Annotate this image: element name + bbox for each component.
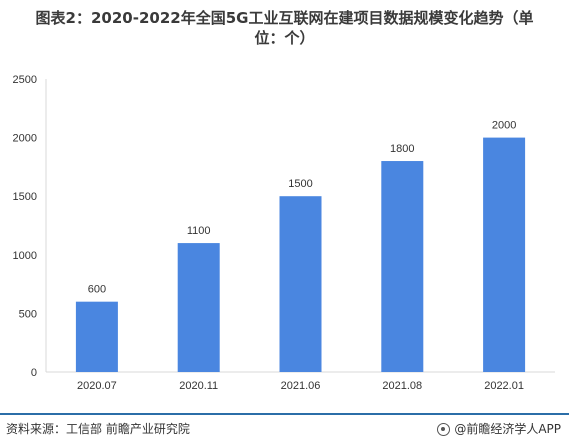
- app-credit-text: @前瞻经济学人APP: [454, 422, 561, 436]
- bar: [177, 243, 220, 372]
- source-note: 资料来源：工信部 前瞻产业研究院: [6, 422, 190, 436]
- bar-data-label: 1500: [288, 178, 312, 190]
- x-tick-label: 2020.07: [77, 380, 117, 392]
- y-tick-label: 1000: [13, 250, 37, 262]
- y-tick-label: 2000: [13, 133, 37, 145]
- x-tick-label: 2020.11: [179, 380, 218, 392]
- x-tick-label: 2021.08: [382, 380, 422, 392]
- y-tick-label: 500: [19, 308, 37, 320]
- bar: [279, 196, 322, 372]
- y-tick-label: 0: [31, 367, 37, 379]
- chart-title-line-1: 图表2：2020-2022年全国5G工业互联网在建项目数据规模变化趋势（单: [35, 9, 534, 27]
- chart-title: 图表2：2020-2022年全国5G工业互联网在建项目数据规模变化趋势（单 位：…: [0, 8, 569, 48]
- chart-title-line-2: 位：个）: [254, 29, 315, 47]
- bar-data-label: 600: [88, 284, 106, 296]
- bar-data-label: 1100: [187, 225, 211, 237]
- y-tick-label: 1500: [13, 191, 37, 203]
- bar: [75, 301, 118, 372]
- footer: 资料来源：工信部 前瞻产业研究院 @前瞻经济学人APP: [0, 413, 569, 445]
- app-credit: @前瞻经济学人APP: [437, 415, 561, 443]
- bar: [483, 137, 526, 372]
- x-tick-label: 2022.01: [484, 380, 524, 392]
- bar-data-label: 1800: [390, 143, 414, 155]
- app-logo-icon: [437, 422, 451, 436]
- bar: [381, 161, 424, 372]
- x-tick-label: 2021.06: [281, 380, 321, 392]
- y-tick-label: 2500: [13, 74, 37, 86]
- bar-data-label: 2000: [492, 120, 516, 132]
